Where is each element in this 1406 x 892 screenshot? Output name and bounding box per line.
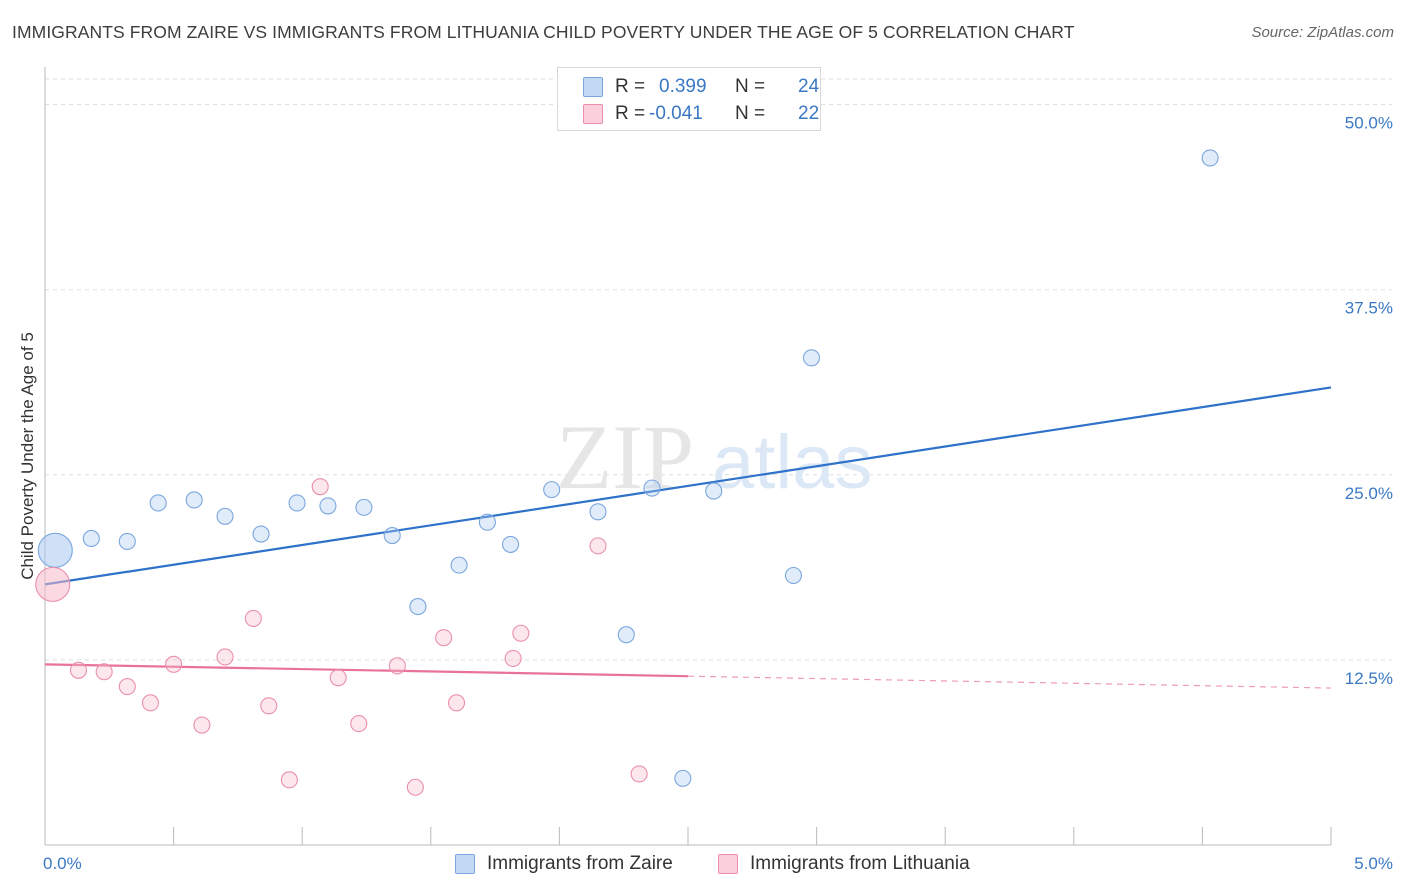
stats-n-value: 24: [798, 76, 820, 97]
source-label: Source: ZipAtlas.com: [1251, 24, 1394, 41]
axes: [44, 67, 1332, 846]
y-tick-label: 12.5%: [1345, 669, 1393, 688]
data-point-zaire: [674, 769, 692, 787]
data-point-lithuania: [118, 678, 136, 696]
data-point-lithuania: [388, 657, 406, 675]
data-points: [35, 149, 1219, 796]
stats-r-label: R =: [615, 103, 646, 124]
data-point-zaire: [617, 626, 635, 644]
data-point-zaire: [784, 566, 803, 585]
data-point-zaire: [149, 494, 167, 512]
data-point-lithuania: [244, 609, 262, 627]
stats-box: R = 0.399 N = 24 R = -0.041 N = 22: [557, 67, 821, 131]
data-point-zaire: [501, 535, 520, 553]
data-point-zaire: [288, 494, 306, 512]
data-point-zaire: [319, 497, 337, 515]
stats-swatch-zaire: [583, 77, 603, 97]
data-point-lithuania: [216, 648, 234, 666]
data-point-zaire: [355, 498, 373, 516]
data-point-zaire: [185, 491, 203, 509]
data-point-lithuania: [260, 697, 278, 715]
data-point-lithuania: [280, 771, 298, 789]
stats-swatch-lithuania: [583, 104, 603, 124]
trend-line-1: [44, 663, 689, 678]
data-point-lithuania: [193, 716, 211, 734]
data-point-lithuania: [95, 663, 113, 681]
legend-swatch-lithuania: [718, 854, 738, 874]
data-point-zaire: [216, 507, 234, 525]
stats-n-label: N =: [735, 103, 766, 124]
data-point-lithuania: [435, 629, 453, 647]
data-point-lithuania: [589, 537, 607, 555]
stats-n-label: N =: [735, 76, 766, 97]
data-point-lithuania: [165, 655, 183, 673]
data-point-zaire: [82, 529, 100, 548]
watermark-zip: ZIP: [556, 406, 694, 508]
data-point-lithuania: [329, 669, 347, 687]
trend-line-0: [44, 386, 1332, 586]
data-point-lithuania: [35, 566, 71, 602]
data-point-zaire: [118, 532, 136, 550]
data-point-lithuania: [630, 765, 648, 783]
stats-r-value: -0.041: [649, 103, 703, 124]
data-point-lithuania: [406, 778, 424, 796]
trend-lines: [44, 386, 1332, 689]
stats-n-value: 22: [798, 103, 820, 124]
legend-item-lithuania: Immigrants from Lithuania: [718, 851, 970, 877]
watermark: ZIP atlas: [556, 406, 873, 508]
data-point-zaire: [543, 481, 561, 499]
legend-swatch-zaire: [455, 854, 475, 874]
stats-r-value: 0.399: [659, 76, 707, 97]
trend-line-extension-1: [687, 675, 1332, 689]
legend-label-lithuania: Immigrants from Lithuania: [750, 853, 970, 874]
data-point-zaire: [252, 525, 270, 543]
data-point-zaire: [37, 532, 73, 568]
y-tick-label: 25.0%: [1345, 484, 1393, 503]
data-point-zaire: [1201, 149, 1219, 167]
data-point-lithuania: [69, 661, 87, 679]
legend-label-zaire: Immigrants from Zaire: [487, 853, 673, 874]
data-point-lithuania: [447, 694, 466, 712]
x-tick-label: 0.0%: [43, 854, 82, 873]
y-tick-label: 37.5%: [1345, 299, 1393, 318]
data-point-lithuania: [311, 478, 329, 496]
data-point-zaire: [409, 598, 427, 616]
data-point-zaire: [383, 526, 401, 545]
data-point-lithuania: [141, 694, 160, 712]
x-tick-label: 5.0%: [1354, 854, 1393, 873]
watermark-atlas: atlas: [712, 420, 873, 505]
y-tick-label: 50.0%: [1345, 114, 1393, 133]
legend-item-zaire: Immigrants from Zaire: [455, 851, 673, 877]
stats-r-label: R =: [615, 76, 646, 97]
data-point-lithuania: [504, 649, 522, 667]
data-point-zaire: [450, 556, 468, 574]
data-point-zaire: [802, 349, 821, 367]
tick-labels: 12.5% 25.0% 37.5% 50.0% 0.0% 5.0%: [43, 114, 1393, 873]
data-point-lithuania: [350, 715, 368, 733]
data-point-zaire: [589, 503, 607, 521]
data-point-zaire: [705, 482, 723, 500]
data-point-lithuania: [512, 624, 530, 642]
data-point-zaire: [478, 513, 496, 531]
grid-lines: [45, 78, 1392, 661]
chart-title: IMMIGRANTS FROM ZAIRE VS IMMIGRANTS FROM…: [12, 22, 1075, 42]
data-point-zaire: [643, 479, 661, 497]
